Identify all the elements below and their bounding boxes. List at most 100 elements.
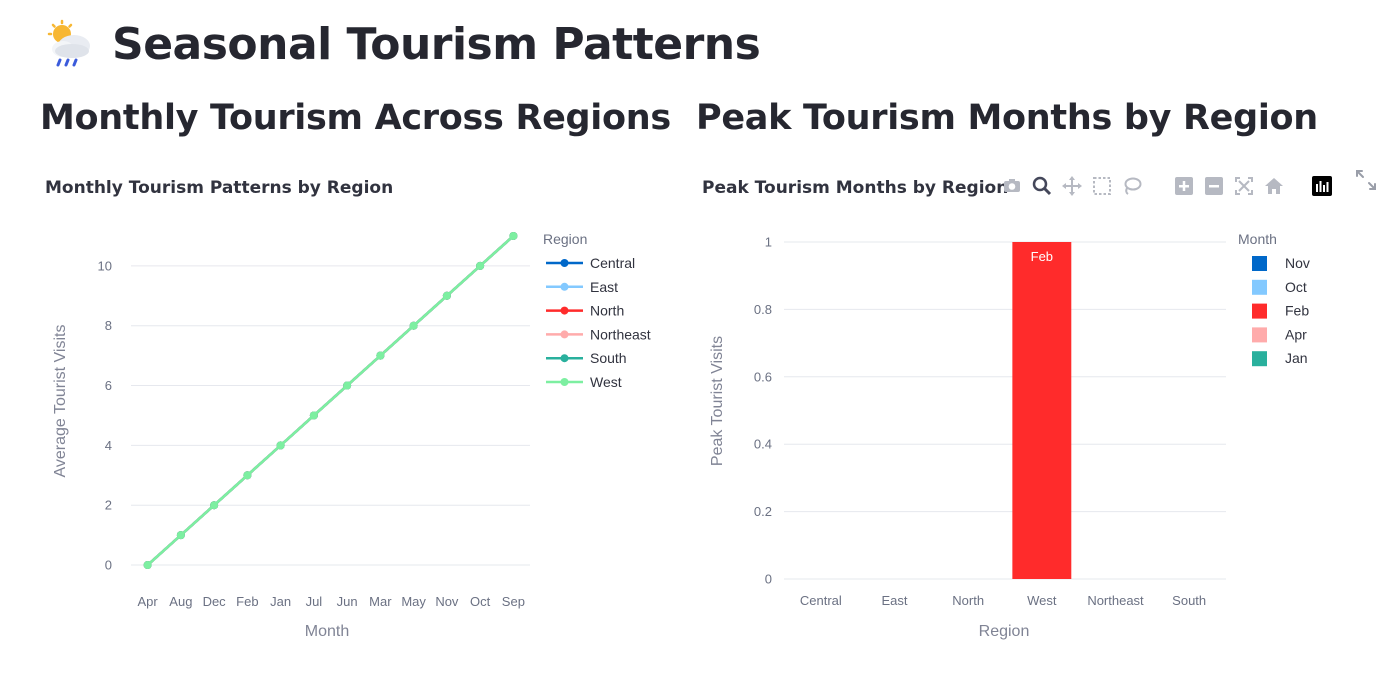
line-series-path (146, 235, 515, 566)
bar-chart-y-tick: 0.8 (754, 302, 772, 317)
legend-item-feb[interactable]: Feb (1252, 303, 1309, 319)
line-data-point[interactable] (476, 261, 485, 270)
bar-chart-legend[interactable]: Nov Oct Feb Apr Jan (1252, 255, 1310, 367)
line-chart-x-tick: Jan (270, 594, 291, 609)
monthly-tourism-line-chart[interactable]: Monthly Tourism Patterns by Region 0 2 4 6 8… (0, 0, 680, 677)
page-title: Seasonal Tourism Patterns (46, 14, 761, 74)
bar-rect[interactable] (1012, 242, 1072, 579)
line-data-point[interactable] (442, 291, 451, 300)
line-chart-x-tick: Jun (337, 594, 358, 609)
plotly-logo-icon[interactable] (1310, 174, 1334, 198)
legend-item-west[interactable]: West (546, 374, 622, 390)
lasso-select-icon[interactable] (1120, 174, 1144, 198)
line-data-point[interactable] (509, 231, 518, 240)
zoom-icon[interactable] (1030, 174, 1054, 198)
legend-color-swatch (1252, 351, 1267, 367)
line-chart-y-tick: 10 (98, 258, 112, 273)
bar-chart-x-tick: Central (800, 593, 842, 608)
line-chart-x-tick: Apr (138, 594, 159, 609)
line-chart-x-tick: Oct (470, 594, 491, 609)
bar-chart-y-tick: 0 (765, 572, 772, 587)
legend-item-east[interactable]: East (546, 279, 618, 295)
legend-color-swatch (1252, 256, 1267, 271)
line-data-point[interactable] (309, 411, 318, 420)
line-data-point[interactable] (176, 531, 185, 540)
legend-marker (560, 282, 569, 291)
line-chart-y-axis-title: Average Tourist Visits (52, 325, 69, 478)
legend-label: Apr (1285, 326, 1307, 342)
bar-chart-legend-title: Month (1238, 231, 1277, 247)
bar-chart-y-tick: 0.6 (754, 369, 772, 384)
line-chart-title: Monthly Tourism Patterns by Region (45, 178, 393, 198)
line-chart-x-tick: Mar (369, 594, 392, 609)
legend-label: East (590, 279, 618, 295)
bar-chart-y-axis-title: Peak Tourist Visits (709, 336, 726, 466)
autoscale-icon[interactable] (1232, 174, 1256, 198)
legend-color-swatch (1252, 327, 1267, 343)
legend-color-swatch (1252, 279, 1267, 295)
chart-modebar (1000, 172, 1334, 200)
legend-label: South (590, 350, 627, 366)
legend-label: Northeast (590, 326, 651, 342)
line-data-point[interactable] (276, 441, 285, 450)
line-chart-x-tick: Sep (502, 594, 525, 609)
legend-item-oct[interactable]: Oct (1252, 279, 1307, 295)
line-chart-x-tick: Feb (236, 594, 258, 609)
page-title-text: Seasonal Tourism Patterns (112, 18, 761, 70)
line-chart-x-axis-title: Month (305, 623, 349, 640)
legend-color-swatch (1252, 303, 1267, 319)
bar-chart-x-tick: East (881, 593, 907, 608)
legend-label: Jan (1285, 350, 1308, 366)
line-chart-x-tick: Aug (169, 594, 192, 609)
line-chart-y-tick: 2 (105, 498, 112, 513)
legend-marker (560, 306, 569, 315)
legend-marker (560, 259, 569, 267)
box-select-icon[interactable] (1090, 174, 1114, 198)
bar-chart-x-tick: West (1027, 593, 1057, 608)
bar-data-label: Feb (1031, 249, 1053, 264)
legend-item-jan[interactable]: Jan (1252, 350, 1308, 367)
line-chart-y-tick: 8 (105, 318, 112, 333)
section-heading-peak: Peak Tourism Months by Region (696, 98, 1318, 138)
legend-label: Nov (1285, 255, 1310, 271)
fullscreen-icon[interactable] (1354, 168, 1378, 192)
legend-marker (560, 378, 569, 386)
legend-label: Feb (1285, 303, 1309, 319)
legend-item-nov[interactable]: Nov (1252, 255, 1310, 271)
legend-label: West (590, 374, 622, 390)
bar-chart-x-tick: North (952, 593, 984, 608)
camera-icon[interactable] (1000, 174, 1024, 198)
line-data-point[interactable] (409, 321, 418, 330)
bar-west-feb[interactable]: Feb (1012, 242, 1072, 579)
bar-chart-x-axis-title: Region (979, 623, 1030, 640)
legend-item-northeast[interactable]: Northeast (546, 326, 651, 342)
line-data-point[interactable] (343, 381, 352, 390)
line-series-west[interactable] (143, 231, 518, 570)
zoom-out-icon[interactable] (1202, 174, 1226, 198)
pan-icon[interactable] (1060, 174, 1084, 198)
line-chart-legend[interactable]: Central East North Northeast South West (546, 255, 651, 390)
bar-chart-y-tick: 1 (765, 235, 772, 250)
line-data-point[interactable] (143, 561, 152, 570)
legend-item-north[interactable]: North (546, 303, 624, 319)
line-chart-y-tick: 4 (105, 438, 112, 453)
legend-label: North (590, 303, 624, 319)
legend-item-apr[interactable]: Apr (1252, 326, 1307, 343)
zoom-in-icon[interactable] (1172, 174, 1196, 198)
line-chart-y-tick: 0 (105, 558, 112, 573)
line-chart-y-tick: 6 (105, 378, 112, 393)
line-data-point[interactable] (243, 471, 252, 480)
reset-axes-icon[interactable] (1262, 174, 1286, 198)
line-chart-x-tick: May (401, 594, 426, 609)
legend-item-central[interactable]: Central (546, 255, 635, 271)
line-data-point[interactable] (376, 351, 385, 360)
line-chart-legend-title: Region (543, 231, 587, 247)
bar-chart-x-tick: Northeast (1087, 593, 1144, 608)
bar-chart-title: Peak Tourism Months by Region (702, 178, 1008, 198)
legend-item-south[interactable]: South (546, 350, 627, 366)
legend-label: Oct (1285, 279, 1307, 295)
line-data-point[interactable] (210, 501, 219, 510)
legend-marker (560, 330, 569, 339)
bar-chart-y-tick: 0.2 (754, 504, 772, 519)
line-chart-x-tick: Jul (306, 594, 323, 609)
